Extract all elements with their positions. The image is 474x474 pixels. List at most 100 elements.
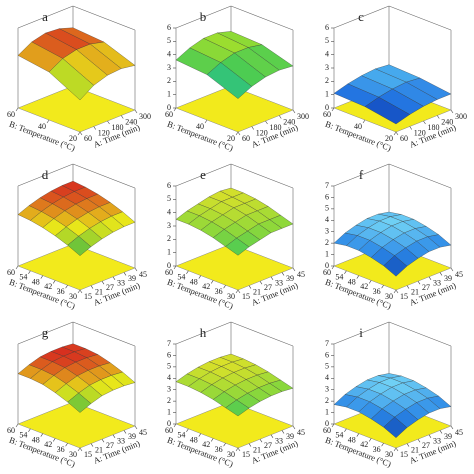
x-tick-label: 39 xyxy=(128,432,136,441)
x-tick xyxy=(428,276,432,280)
box-edge xyxy=(175,163,232,187)
x-tick xyxy=(450,267,454,272)
y-tick xyxy=(210,280,214,284)
x-tick-label: 300 xyxy=(297,112,309,121)
z-tick-label: 7 xyxy=(325,339,329,348)
y-tick-label: 42 xyxy=(360,282,368,291)
x-tick xyxy=(395,131,399,136)
box-edge xyxy=(230,321,294,347)
y-tick-label: 36 xyxy=(373,287,381,296)
z-tick-label: 2 xyxy=(325,396,329,405)
z-tick-label: 6 xyxy=(167,23,171,32)
y-tick xyxy=(393,289,397,294)
x-tick-label: 21 xyxy=(253,287,261,296)
x-tick-label: 300 xyxy=(139,112,151,121)
y-tick-label: 48 xyxy=(32,435,40,444)
x-tick-label: 15 xyxy=(242,292,250,301)
y-tick xyxy=(186,270,189,274)
x-tick xyxy=(90,285,94,289)
y-tick xyxy=(223,443,226,447)
x-tick-label: 21 xyxy=(253,445,261,454)
x-tick-label: 33 xyxy=(275,279,283,288)
box-edge xyxy=(175,5,232,29)
y-tick-label: 54 xyxy=(177,273,185,282)
box-edge xyxy=(333,163,390,187)
y-tick xyxy=(40,275,44,279)
y-tick-label: 30 xyxy=(69,450,77,459)
surface-cell xyxy=(383,416,408,438)
y-tick-label: 54 xyxy=(19,273,27,282)
y-tick xyxy=(393,447,397,452)
y-tick xyxy=(368,280,372,284)
z-tick-label: 6 xyxy=(167,181,171,190)
x-tick-label: 27 xyxy=(264,441,272,450)
y-tick-label: 42 xyxy=(360,440,368,449)
z-tick-label: 5 xyxy=(167,194,171,203)
x-tick xyxy=(251,126,254,130)
y-tick xyxy=(198,275,202,279)
box-edge xyxy=(17,5,74,29)
y-tick-label: 36 xyxy=(57,445,65,454)
z-tick-label: 0 xyxy=(167,261,171,270)
box-edge xyxy=(72,163,136,189)
y-tick-label: 60 xyxy=(323,110,331,119)
x-tick xyxy=(265,120,268,125)
surface-cell xyxy=(67,392,92,413)
x-tick xyxy=(259,281,263,285)
box-edge xyxy=(333,321,390,345)
surface-cell xyxy=(225,399,250,417)
x-tick-label: 45 xyxy=(139,428,147,437)
x-tick-label: 21 xyxy=(95,287,103,296)
z-tick-label: 5 xyxy=(325,36,329,45)
box-edge xyxy=(388,321,452,347)
z-tick-label: 5 xyxy=(325,362,329,371)
z-tick-label: 7 xyxy=(167,339,171,348)
x-tick xyxy=(248,443,252,447)
y-tick xyxy=(77,289,81,294)
box-edge xyxy=(230,5,294,31)
y-tick-label: 20 xyxy=(69,134,77,143)
y-tick-label: 40 xyxy=(354,122,362,131)
surface-cell xyxy=(48,58,94,101)
x-tick-label: 15 xyxy=(400,292,408,301)
box-edge xyxy=(72,5,136,31)
y-tick xyxy=(52,438,56,442)
x-tick-label: 27 xyxy=(106,441,114,450)
y-tick-label: 48 xyxy=(348,277,356,286)
x-tick xyxy=(417,439,421,443)
x-tick xyxy=(79,131,83,136)
y-tick xyxy=(15,423,19,428)
x-tick xyxy=(134,425,138,430)
z-tick-label: 1 xyxy=(167,247,171,256)
x-tick xyxy=(90,443,94,447)
z-tick-label: 3 xyxy=(325,63,329,72)
x-tick xyxy=(79,289,83,294)
y-tick-label: 36 xyxy=(373,445,381,454)
z-tick-label: 6 xyxy=(325,192,329,201)
z-tick-label: 1 xyxy=(167,407,171,416)
x-tick xyxy=(292,425,296,430)
x-tick-label: 39 xyxy=(128,274,136,283)
z-tick-label: 7 xyxy=(325,181,329,190)
z-tick-label: 1 xyxy=(325,249,329,258)
x-tick xyxy=(428,434,432,438)
y-tick-label: 60 xyxy=(7,268,15,277)
x-tick xyxy=(101,439,105,443)
x-tick-label: 120 xyxy=(98,128,110,137)
y-tick-label: 60 xyxy=(323,268,331,277)
x-tick-label: 33 xyxy=(117,279,125,288)
x-tick-label: 180 xyxy=(270,123,282,132)
x-tick xyxy=(439,272,443,276)
y-tick xyxy=(204,119,208,124)
z-tick-label: 0 xyxy=(167,419,171,428)
y-tick xyxy=(198,433,202,437)
y-tick xyxy=(235,131,239,136)
x-tick xyxy=(292,109,296,114)
y-tick-label: 60 xyxy=(165,426,173,435)
z-tick-label: 0 xyxy=(325,103,329,112)
x-tick-label: 45 xyxy=(297,428,305,437)
y-tick xyxy=(46,119,50,124)
